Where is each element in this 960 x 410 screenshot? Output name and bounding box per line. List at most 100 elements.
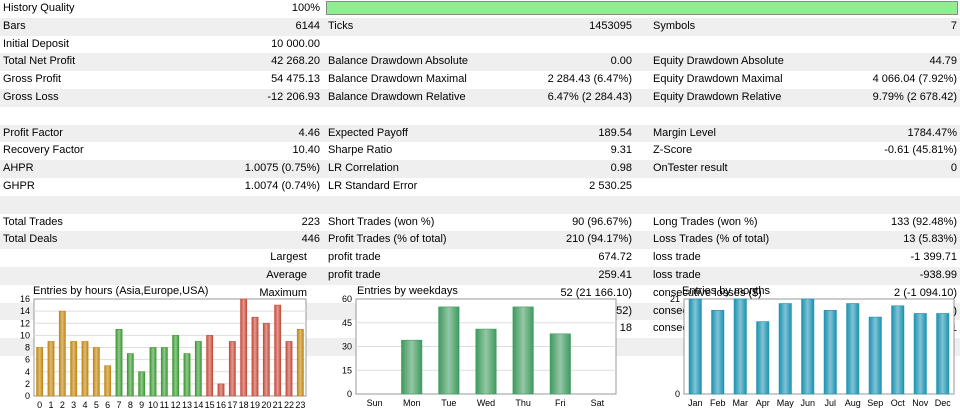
plot-area [683, 298, 955, 395]
report-label: profit trade [328, 251, 381, 264]
report-value: 9.31 [610, 144, 632, 157]
report-label: Balance Drawdown Absolute [328, 55, 469, 68]
x-tick-label: 16 [216, 400, 226, 410]
bar-23 [296, 329, 304, 397]
y-tick-label: 2 [25, 379, 30, 389]
x-tick-label: 13 [182, 400, 192, 410]
x-tick-label: 23 [295, 400, 305, 410]
weekdays-chart-svg: 0 15 30 45 60 Sun Mon Tue Wed Thu Fri Sat [342, 294, 617, 408]
x-tick-label: Sep [867, 398, 883, 408]
y-tick-label: 10 [20, 330, 30, 340]
report-label: Average [266, 268, 307, 281]
report-row: Total Net Profit 42 268.20 Balance Drawdow… [0, 53, 960, 72]
report-label: Loss Trades (% of total) [653, 233, 770, 246]
bar-jul [823, 310, 837, 395]
report-value: 1.0074 (0.74%) [244, 179, 320, 192]
x-tick-label: 12 [171, 400, 181, 410]
report-label: Sharpe Ratio [328, 144, 393, 157]
report-value: 6144 [295, 19, 320, 32]
y-tick-label: 16 [20, 294, 30, 304]
report-row: Initial Deposit 10 000.00 [0, 36, 960, 54]
report-value: 4 066.04 (7.92%) [872, 73, 957, 86]
x-tick-label: 20 [261, 400, 271, 410]
report-value: 42 268.20 [271, 55, 320, 68]
bar-may [778, 303, 792, 395]
report-value: 0.98 [610, 162, 632, 175]
x-tick-label: 18 [239, 400, 249, 410]
x-tick-label: Mar [733, 398, 749, 408]
report-value: -0.61 (45.81%) [884, 144, 957, 157]
report-value: 674.72 [598, 251, 632, 264]
bar-7 [115, 329, 123, 397]
y-tick-label: 14 [20, 306, 30, 316]
history-quality-value: 100% [291, 2, 320, 14]
bar-dec [936, 313, 950, 395]
report-label: Bars [3, 19, 26, 32]
x-tick-label: May [777, 398, 795, 408]
y-tick-label: 12 [20, 318, 30, 328]
bar-nov [913, 313, 927, 395]
y-tick-label: 21 [670, 294, 680, 304]
y-tick-label: 8 [25, 343, 30, 353]
report-value: 4.46 [298, 126, 320, 139]
report-value: 1784.47% [907, 126, 957, 139]
x-tick-label: 1 [48, 400, 53, 410]
bar-0 [36, 347, 44, 397]
report-label: Long Trades (won %) [653, 215, 758, 228]
x-tick-label: Aug [845, 398, 861, 408]
bar-17 [228, 341, 236, 397]
report-label: consecutive losses ($) [653, 286, 762, 299]
y-tick-label: 6 [25, 355, 30, 365]
y-tick-label: 60 [342, 294, 352, 304]
report-value: 6.47% (2 284.43) [547, 90, 632, 103]
x-tick-label: 21 [273, 400, 283, 410]
x-tick-label: 9 [139, 400, 144, 410]
bar-13 [183, 353, 191, 397]
report-label: Maximum [259, 286, 307, 299]
bar-14 [194, 341, 202, 397]
y-tick-label: 0 [675, 389, 680, 399]
report-row: Recovery Factor 10.40 Sharpe Ratio 9.31 Z-Sc… [0, 142, 960, 160]
chart-title: Entries by weekdays [357, 285, 458, 297]
x-tick-label: 4 [82, 400, 87, 410]
report-label: Balance Drawdown Relative [328, 90, 466, 103]
x-tick-label: 19 [250, 400, 260, 410]
report-label: AHPR [3, 162, 34, 175]
report-label: Equity Drawdown Relative [653, 90, 782, 103]
x-tick-label: 2 [60, 400, 65, 410]
x-tick-label: 15 [205, 400, 215, 410]
report-row: Average profit trade 259.41 loss trade -938.… [0, 266, 960, 285]
report-value: 54 475.13 [271, 73, 320, 86]
history-quality-label: History Quality [3, 2, 75, 14]
x-tick-label: Wed [477, 398, 495, 408]
report-label: LR Correlation [328, 162, 399, 175]
report-label: Ticks [328, 19, 354, 32]
bar-4 [81, 341, 89, 397]
report-label: profit trade [328, 268, 381, 281]
months-chart-svg: 0 21 Jan Feb Mar Apr May Jun Jul Aug Sep Oct Nov Dec [670, 294, 955, 408]
y-tick-label: 45 [342, 318, 352, 328]
report-value: 90 (96.67%) [572, 215, 632, 228]
report-label: Profit Factor [3, 126, 63, 139]
x-tick-label: Jan [688, 398, 703, 408]
bar-aug [846, 303, 860, 395]
bar-15 [206, 335, 214, 397]
bar-tue [438, 306, 460, 395]
bar-11 [160, 347, 168, 397]
report-label: Z-Score [653, 144, 693, 157]
report-value: -1 399.71 [910, 251, 957, 264]
report-label: GHPR [3, 179, 35, 192]
bar-sep [868, 316, 882, 395]
report-row: Total Trades 223 Short Trades (won %) 90 (9… [0, 214, 960, 232]
report-row: Gross Loss -12 206.93 Balance Drawdown Rel… [0, 88, 960, 107]
report-label: loss trade [653, 268, 701, 281]
bar-16 [217, 383, 225, 397]
bar-mar [733, 298, 747, 395]
bar-9 [138, 371, 146, 397]
bar-8 [126, 353, 134, 397]
report-value: 52 (21 166.10) [560, 286, 632, 299]
report-value: 259.41 [598, 268, 632, 281]
report-label: Expected Payoff [328, 126, 408, 139]
x-tick-label: Oct [891, 398, 906, 408]
bar-12 [172, 335, 180, 397]
